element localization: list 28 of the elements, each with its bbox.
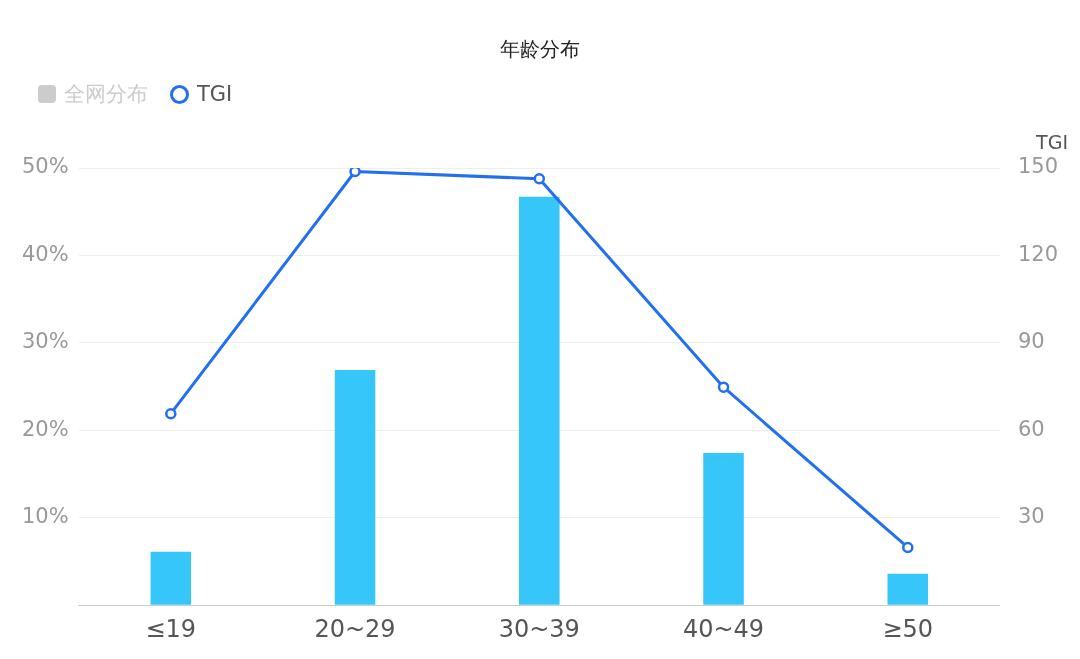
point xyxy=(902,541,914,554)
x-tick-label: 30~39 xyxy=(498,614,580,643)
y-tick-label: 50% xyxy=(21,154,69,179)
y2-tick-label: 60 xyxy=(1017,416,1045,441)
point xyxy=(533,173,546,185)
y2-tick-label: 30 xyxy=(1017,504,1045,529)
bar xyxy=(150,551,192,605)
bar xyxy=(887,573,929,605)
y-tick-label: 10% xyxy=(21,504,69,529)
point xyxy=(349,168,361,178)
point xyxy=(165,407,177,420)
y-tick-label: 30% xyxy=(21,329,69,354)
y2-tick-label: 120 xyxy=(1017,241,1059,266)
bar xyxy=(519,196,560,605)
y2-tick-label: 150 xyxy=(1017,154,1059,179)
y-tick-label: 20% xyxy=(21,416,69,441)
x-tick-label: ≥50 xyxy=(882,614,934,643)
legend-label: TGI xyxy=(197,82,233,106)
x-tick-label: ≤19 xyxy=(145,614,197,643)
y2-tick-label: 90 xyxy=(1017,329,1045,354)
y-tick-label: 40% xyxy=(21,241,69,266)
bar xyxy=(703,453,744,605)
x-tick-label: 20~29 xyxy=(314,614,396,643)
y2-axis-title: TGI xyxy=(1035,131,1068,154)
x-tick-label: 40~49 xyxy=(682,614,765,643)
point xyxy=(717,381,730,393)
chart-title: 年龄分布 xyxy=(499,36,581,63)
bar xyxy=(334,369,376,605)
